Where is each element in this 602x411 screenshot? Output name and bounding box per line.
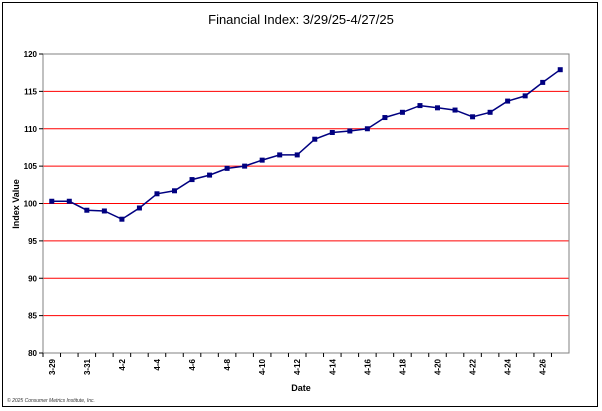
- x-tick-label: 4-6: [188, 358, 197, 370]
- data-points: [49, 67, 563, 222]
- y-tick-label: 110: [24, 125, 37, 134]
- data-point: [382, 115, 388, 121]
- data-point: [242, 163, 248, 169]
- y-axis-label: Index Value: [11, 179, 21, 229]
- y-tick-label: 90: [28, 274, 37, 283]
- y-tick-label: 120: [24, 50, 38, 59]
- x-tick-label: 4-24: [504, 358, 513, 375]
- data-point: [347, 128, 353, 134]
- data-point: [101, 208, 107, 214]
- data-point: [417, 103, 423, 109]
- x-tick-label: 4-18: [398, 358, 407, 375]
- copyright-footer: © 2025 Consumer Metrics Institute, Inc.: [7, 397, 95, 404]
- y-tick-label: 115: [24, 87, 37, 96]
- data-point: [399, 109, 405, 115]
- x-tick-label: 3-31: [83, 358, 92, 375]
- y-tick-label: 105: [24, 162, 38, 171]
- chart-frame: [2, 2, 598, 407]
- data-point: [522, 93, 528, 99]
- data-point: [505, 98, 511, 104]
- y-axis-ticks: 80 85 90 95 100 105 110 115 120: [24, 50, 43, 358]
- x-axis-ticks: 3-29 3-31 4-2 4-4 4-6 4-8 4-10 4-12 4-14 4-16 4-18…: [42, 353, 552, 375]
- y-tick-label: 95: [28, 237, 37, 246]
- data-point: [487, 109, 493, 115]
- x-tick-label: 4-12: [293, 358, 302, 375]
- data-point: [207, 172, 213, 178]
- chart-title: Financial Index: 3/29/25-4/27/25: [208, 12, 394, 27]
- data-point: [49, 198, 55, 204]
- x-tick-label: 4-14: [328, 358, 337, 375]
- x-axis-label: Date: [291, 383, 311, 393]
- x-tick-label: 3-29: [48, 358, 57, 375]
- data-point: [189, 177, 195, 183]
- data-point: [136, 205, 142, 211]
- data-point: [119, 216, 125, 222]
- data-point: [66, 198, 72, 204]
- y-tick-label: 100: [24, 200, 38, 209]
- data-point: [224, 165, 230, 171]
- y-tick-label: 85: [28, 312, 37, 321]
- data-point: [294, 152, 300, 158]
- data-point: [154, 191, 160, 197]
- x-tick-label: 4-4: [153, 358, 162, 370]
- data-point: [557, 67, 563, 73]
- data-point: [259, 157, 265, 163]
- data-point: [277, 152, 283, 158]
- x-tick-label: 4-22: [469, 358, 478, 375]
- grid-lines: [43, 53, 569, 317]
- data-point: [452, 107, 458, 113]
- x-tick-label: 4-2: [118, 358, 127, 370]
- x-tick-label: 4-10: [258, 358, 267, 375]
- data-point: [84, 207, 90, 213]
- data-point: [435, 105, 440, 111]
- x-tick-label: 4-20: [434, 358, 443, 375]
- x-tick-label: 4-26: [539, 358, 548, 375]
- y-tick-label: 80: [28, 349, 37, 358]
- data-point: [540, 79, 546, 85]
- data-point: [172, 188, 177, 194]
- data-point: [364, 126, 370, 132]
- data-point: [329, 129, 335, 135]
- x-tick-label: 4-8: [223, 358, 232, 370]
- data-point: [312, 136, 318, 142]
- series-line: [51, 69, 561, 221]
- x-tick-label: 4-16: [363, 358, 372, 375]
- data-point: [470, 114, 476, 120]
